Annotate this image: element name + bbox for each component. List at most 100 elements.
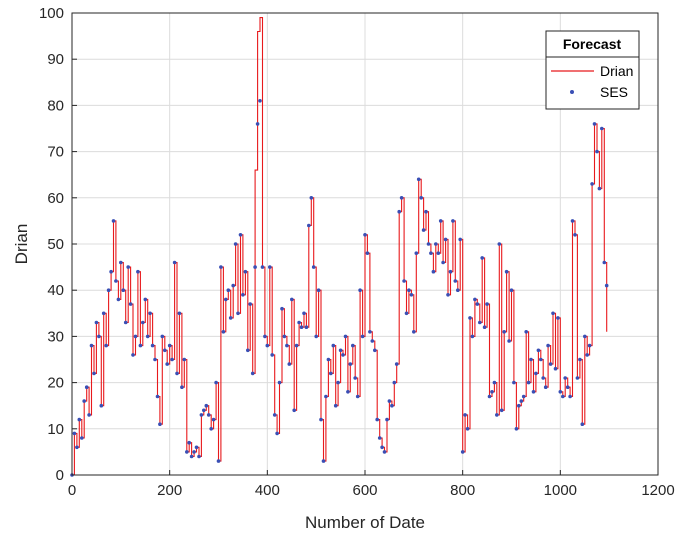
legend-ses-label: SES [600,84,628,100]
ses-point [326,357,331,362]
y-tick-label: 40 [47,282,64,299]
ses-point [363,233,367,237]
ses-point [412,330,416,334]
ses-point [150,343,155,348]
ses-point [482,325,487,330]
ses-point [504,269,509,274]
ses-point [475,302,480,306]
ses-point [502,330,507,334]
ses-point [526,380,531,385]
ses-point [485,302,489,306]
ses-point [268,265,272,269]
ses-point [116,297,121,302]
ses-point [319,417,323,422]
ses-point [224,297,228,302]
ses-point [473,297,477,302]
ses-point [370,339,375,343]
ses-point [419,196,424,200]
ses-point [543,385,548,390]
series-layer [70,17,609,477]
ses-point [497,242,502,246]
ses-point [438,219,443,223]
ses-point [111,219,116,223]
ses-point [551,311,555,316]
ses-point [573,233,577,237]
ses-point [463,413,467,417]
ses-point [451,219,455,223]
y-tick-label: 10 [47,421,64,438]
ses-point [441,260,445,265]
ses-point [202,408,206,413]
ses-point [346,390,350,394]
ses-point [348,362,353,366]
ses-point [458,237,463,242]
y-tick-label: 90 [47,51,64,68]
ses-point [138,343,143,348]
ses-point [353,376,358,380]
legend-box [545,30,640,110]
ses-point [548,362,553,366]
ses-point [392,380,397,385]
ses-point [448,269,453,274]
ses-point [272,413,277,417]
ses-point [94,320,99,325]
ses-point [509,288,514,293]
y-tick-label: 30 [47,328,64,345]
ses-point [253,265,257,269]
ses-point [80,436,84,440]
ses-point [246,348,250,353]
ses-point [302,311,306,316]
ses-point [329,371,333,376]
ses-point [165,362,169,366]
ses-point [233,242,238,246]
ses-point [209,427,213,431]
ses-point [189,454,194,459]
ses-point [324,394,328,399]
ses-point [377,436,382,440]
ses-point [82,399,86,403]
ses-point [490,390,494,394]
ses-point [228,316,233,320]
ses-point [148,311,152,316]
ses-point [368,330,372,334]
ses-point [170,357,174,362]
ses-point [568,394,572,399]
ses-point [375,417,380,422]
ses-point [106,288,111,293]
ses-point [77,417,82,422]
ses-point [453,279,458,283]
ses-point [414,251,419,255]
ses-point [101,311,106,316]
ses-point [172,260,177,265]
y-tick-label: 100 [39,5,64,22]
ses-point [492,380,497,385]
ses-point [180,385,184,390]
ses-point [87,413,91,417]
ses-point [258,99,262,103]
ses-point [241,293,245,297]
ses-point [534,371,538,376]
legend: Forecast Drian SES [545,30,640,110]
ses-point [204,403,209,408]
ses-point [446,293,450,297]
ses-point [72,431,77,436]
legend-title: Forecast [563,36,622,52]
ses-point [575,376,580,380]
ses-point [365,251,370,255]
ses-point [270,353,275,357]
ses-point [136,269,140,274]
ses-point [285,343,289,348]
y-tick-label: 60 [47,190,64,207]
ses-point [590,182,594,186]
ses-point [390,403,394,408]
ses-point [260,265,265,269]
ses-point [338,348,343,353]
ses-point [277,380,282,385]
ses-point [84,385,89,390]
ses-point [133,334,138,339]
ses-point [499,408,504,413]
ses-point [385,417,389,422]
ses-point [460,450,465,454]
